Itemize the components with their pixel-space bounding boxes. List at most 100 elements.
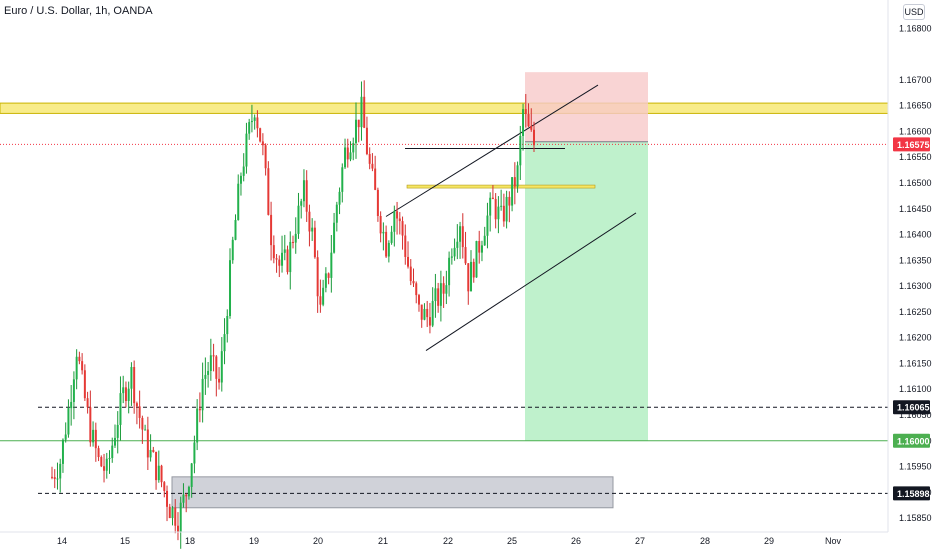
candle-body xyxy=(64,434,67,440)
candle-body xyxy=(286,249,289,273)
candle xyxy=(300,198,303,219)
candle xyxy=(204,357,207,395)
candle xyxy=(289,231,292,290)
candle xyxy=(81,353,84,375)
candle xyxy=(437,282,440,313)
candle xyxy=(201,362,204,423)
candle xyxy=(483,226,486,246)
candle-body xyxy=(141,417,144,430)
price-label: 1.16575 xyxy=(893,137,930,152)
price-label-bg xyxy=(893,433,930,448)
candle xyxy=(464,231,467,265)
candle xyxy=(166,485,169,522)
candle-body xyxy=(480,245,483,253)
candle-body xyxy=(423,308,426,320)
candle xyxy=(261,133,264,156)
candle xyxy=(122,375,125,404)
candle xyxy=(338,187,341,215)
candle-body xyxy=(437,288,440,306)
candle xyxy=(324,267,327,293)
candle xyxy=(396,201,399,235)
candle xyxy=(305,170,308,222)
candle xyxy=(478,230,481,264)
candle-body xyxy=(259,128,262,142)
candle-body xyxy=(390,231,393,243)
candle-body xyxy=(127,388,130,401)
candle-body xyxy=(483,235,486,246)
candle xyxy=(89,390,92,447)
price-label-text: 1.16575 xyxy=(897,140,930,150)
candle xyxy=(448,251,451,297)
candle-body xyxy=(475,241,478,278)
candle xyxy=(108,450,111,474)
candle xyxy=(530,108,533,132)
x-tick-label: 22 xyxy=(443,536,453,546)
price-label-text: 1.16000 xyxy=(897,436,930,446)
x-tick-label: 26 xyxy=(571,536,581,546)
candle xyxy=(357,119,360,143)
candle xyxy=(144,424,147,431)
candle xyxy=(138,390,141,429)
currency-badge[interactable]: USD xyxy=(903,4,925,20)
candle xyxy=(387,240,390,263)
candle-body xyxy=(171,507,174,519)
candle xyxy=(434,273,437,318)
candle-body xyxy=(491,197,494,199)
candle xyxy=(270,201,273,261)
candle xyxy=(223,318,226,365)
candle-body xyxy=(415,283,418,296)
candle xyxy=(360,81,363,141)
candle xyxy=(390,225,393,245)
candle-body xyxy=(385,231,388,257)
candle-body xyxy=(360,96,363,128)
candle xyxy=(398,212,401,235)
candle xyxy=(502,193,505,227)
candle xyxy=(423,303,426,321)
candle-body xyxy=(486,215,489,236)
candle xyxy=(152,446,155,453)
candle xyxy=(297,192,300,239)
candle-body xyxy=(324,273,327,288)
candle xyxy=(92,421,95,447)
candle xyxy=(349,141,352,162)
candle xyxy=(456,224,459,260)
x-tick-label: 20 xyxy=(313,536,323,546)
candle xyxy=(431,287,434,328)
candle xyxy=(333,212,336,254)
candle-body xyxy=(111,445,114,459)
candle xyxy=(354,102,357,159)
candle xyxy=(316,250,319,313)
candle-body xyxy=(168,506,171,519)
candle-body xyxy=(349,152,352,160)
channel-upper-line xyxy=(385,84,599,217)
candle-body xyxy=(97,448,100,458)
candle-body xyxy=(516,165,519,187)
candle-body xyxy=(407,256,410,267)
candle xyxy=(171,506,174,526)
candle xyxy=(371,153,374,172)
candle xyxy=(116,411,119,454)
candle-body xyxy=(519,135,522,166)
candle-body xyxy=(305,180,308,212)
candle xyxy=(445,270,448,305)
candle-body xyxy=(431,301,434,326)
candle xyxy=(524,94,527,128)
candle-body xyxy=(144,429,147,431)
price-label-bg xyxy=(893,486,930,501)
y-tick-label: 1.16250 xyxy=(899,307,932,317)
candle xyxy=(250,104,253,133)
candle xyxy=(256,110,259,138)
candle xyxy=(231,236,234,264)
candle-body xyxy=(511,177,514,206)
candle-body xyxy=(513,177,516,187)
candle xyxy=(220,337,223,392)
candle xyxy=(505,190,508,229)
candle xyxy=(56,462,59,490)
candle-body xyxy=(234,220,237,240)
candle-body xyxy=(187,486,190,497)
candle xyxy=(341,163,344,203)
x-tick-label: 29 xyxy=(764,536,774,546)
candle-body xyxy=(500,205,503,207)
